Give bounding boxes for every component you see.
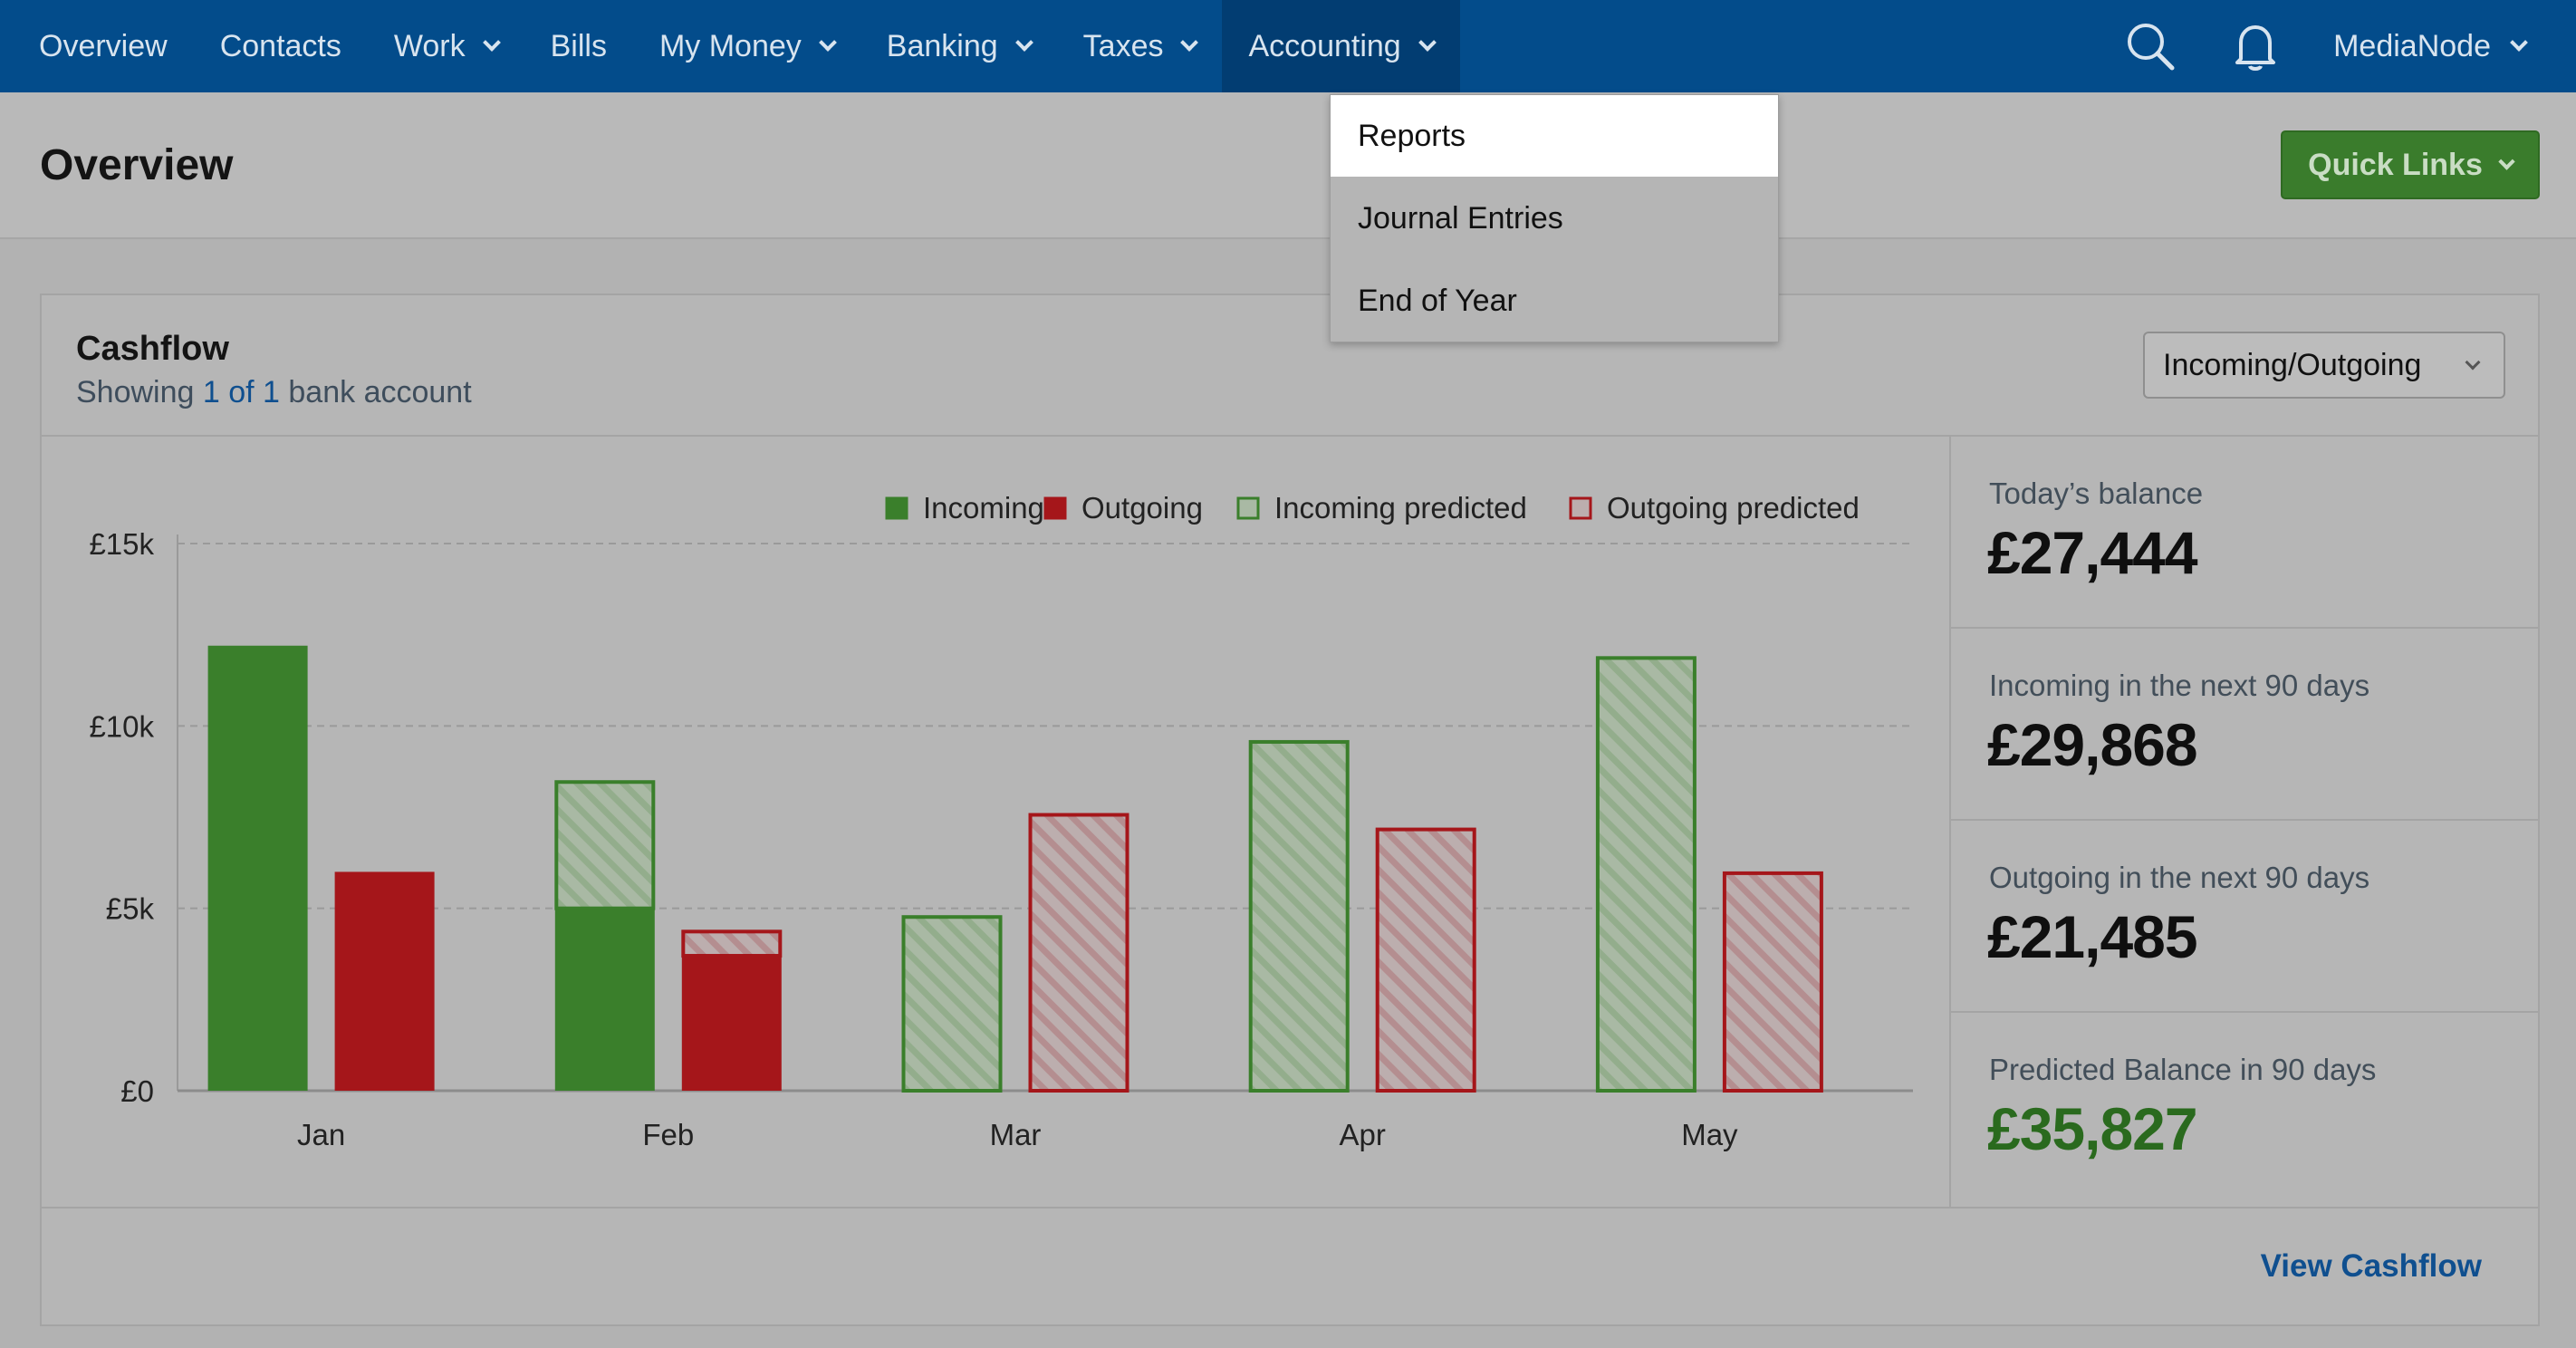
x-tick-label: Apr	[1340, 1118, 1386, 1151]
nav-item-contacts[interactable]: Contacts	[194, 0, 368, 92]
legend-swatch	[1569, 496, 1592, 520]
cashflow-chart-area: £0 £5k £10k £15k Jan Feb Mar Apr May Incoming Outg…	[42, 437, 1951, 1208]
subtitle-prefix: Showing	[76, 375, 203, 409]
stat-label: Today’s balance	[1989, 477, 2204, 510]
stat-card: Today’s balance £27,444	[1951, 437, 2540, 629]
cashflow-title: Cashflow	[76, 330, 229, 368]
chevron-down-icon	[2510, 34, 2528, 52]
nav-item-taxes[interactable]: Taxes	[1057, 0, 1223, 92]
chevron-down-icon	[818, 34, 837, 52]
nav-item-work[interactable]: Work	[368, 0, 524, 92]
nav-item-label: Overview	[39, 28, 168, 63]
y-tick-label: £15k	[89, 527, 154, 561]
legend-swatch	[885, 496, 908, 520]
bar-incoming	[554, 908, 655, 1091]
view-cashflow-link[interactable]: View Cashflow	[2260, 1248, 2482, 1284]
chevron-down-icon	[1418, 34, 1437, 52]
y-tick-label: £10k	[89, 709, 154, 743]
bar-outgoing-predicted	[1722, 871, 1823, 1093]
chevron-down-icon	[1180, 34, 1199, 52]
x-tick-label: May	[1681, 1118, 1738, 1151]
stat-value: £35,827	[1987, 1095, 2198, 1162]
chevron-down-icon	[2498, 152, 2515, 170]
nav-item-banking[interactable]: Banking	[860, 0, 1057, 92]
stat-value: £21,485	[1987, 903, 2198, 970]
bar-incoming-predicted	[554, 780, 656, 910]
x-tick-label: Jan	[297, 1118, 345, 1151]
nav-item-label: Taxes	[1082, 28, 1164, 63]
bar-outgoing-predicted	[1375, 827, 1476, 1093]
bar-outgoing-predicted	[681, 929, 783, 958]
subtitle-suffix: bank account	[279, 375, 472, 409]
x-tick-label: Feb	[642, 1118, 694, 1151]
page-header: Overview Quick Links	[0, 92, 2576, 239]
accounting-dropdown-menu: Reports Journal Entries End of Year	[1330, 94, 1779, 342]
stat-value: £27,444	[1987, 519, 2198, 586]
bell-icon[interactable]	[2228, 0, 2283, 92]
legend-swatch	[1236, 496, 1260, 520]
chart-mode-value: Incoming/Outgoing	[2163, 347, 2422, 382]
user-name: MediaNode	[2333, 28, 2491, 63]
stat-label: Outgoing in the next 90 days	[1989, 861, 2370, 894]
nav-item-label: Contacts	[219, 28, 341, 63]
stat-card: Predicted Balance in 90 days £35,827	[1951, 1013, 2540, 1205]
y-tick-label: £0	[120, 1074, 154, 1108]
page-title: Overview	[40, 141, 234, 189]
bar-incoming-predicted	[1248, 739, 1350, 1093]
chart-mode-select[interactable]: Incoming/Outgoing	[2143, 332, 2505, 399]
stat-card: Incoming in the next 90 days £29,868	[1951, 629, 2540, 821]
top-nav: Overview Contacts Work Bills My Money Banking…	[0, 0, 2576, 92]
bar-outgoing-predicted	[1028, 813, 1129, 1093]
bar-incoming	[207, 645, 308, 1091]
cashflow-card-header: Cashflow Showing 1 of 1 bank account Inc…	[42, 295, 2538, 437]
cashflow-card: Cashflow Showing 1 of 1 bank account Inc…	[40, 294, 2540, 1326]
stat-value: £29,868	[1987, 711, 2198, 778]
legend-label: Outgoing	[1081, 491, 1203, 525]
nav-items: Overview Contacts Work Bills My Money Banking…	[0, 0, 1460, 92]
stat-label: Incoming in the next 90 days	[1989, 669, 2370, 702]
legend-label: Incoming predicted	[1274, 491, 1527, 525]
quick-links-button[interactable]: Quick Links	[2281, 130, 2540, 199]
nav-item-label: Banking	[886, 28, 998, 63]
stat-card: Outgoing in the next 90 days £21,485	[1951, 821, 2540, 1013]
stat-label: Predicted Balance in 90 days	[1989, 1053, 2377, 1086]
bank-account-count-link[interactable]: 1 of 1	[202, 375, 280, 409]
bar-outgoing	[681, 956, 782, 1091]
legend-label: Incoming	[923, 491, 1044, 525]
menu-item-journal-entries[interactable]: Journal Entries	[1358, 200, 1563, 236]
cashflow-stats: Today’s balance £27,444 Incoming in the ne…	[1951, 437, 2540, 1208]
y-tick-label: £5k	[106, 892, 155, 926]
quick-links-label: Quick Links	[2308, 147, 2483, 182]
nav-item-bills[interactable]: Bills	[524, 0, 633, 92]
bar-incoming-predicted	[1595, 656, 1697, 1093]
nav-item-label: My Money	[658, 28, 802, 63]
chevron-down-icon	[482, 34, 501, 52]
nav-item-label: Bills	[550, 28, 607, 63]
cashflow-card-footer: View Cashflow	[42, 1208, 2538, 1326]
cashflow-chart: £0 £5k £10k £15k Jan Feb Mar Apr May Incoming Outg…	[89, 491, 1913, 1151]
cashflow-subtitle: Showing 1 of 1 bank account	[76, 375, 472, 410]
nav-right: MediaNode	[2123, 0, 2576, 92]
bar-incoming-predicted	[901, 915, 1003, 1093]
chevron-down-icon	[1014, 34, 1033, 52]
menu-item-end-of-year[interactable]: End of Year	[1358, 283, 1517, 318]
user-menu[interactable]: MediaNode	[2333, 28, 2528, 64]
menu-item-reports[interactable]: Reports	[1331, 95, 1778, 177]
legend-swatch	[1043, 496, 1067, 520]
nav-item-my-money[interactable]: My Money	[633, 0, 860, 92]
bar-outgoing	[334, 871, 435, 1091]
nav-item-accounting[interactable]: Accounting	[1222, 0, 1460, 92]
nav-item-label: Accounting	[1248, 28, 1401, 63]
legend-label: Outgoing predicted	[1607, 491, 1860, 525]
chevron-down-icon	[2465, 354, 2481, 371]
nav-item-label: Work	[393, 28, 466, 63]
x-tick-label: Mar	[990, 1118, 1042, 1151]
nav-item-overview[interactable]: Overview	[13, 0, 194, 92]
search-icon[interactable]	[2123, 0, 2177, 92]
